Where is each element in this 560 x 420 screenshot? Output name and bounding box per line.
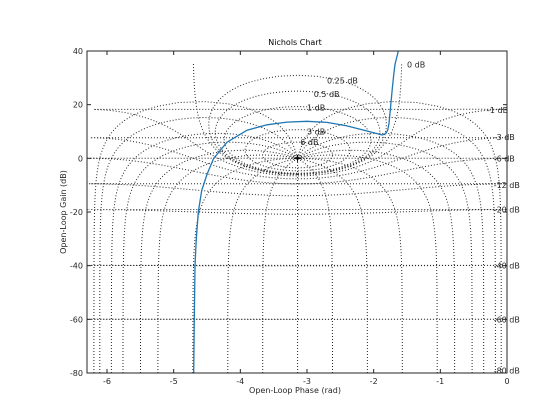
contour-label: 0.5 dB — [314, 90, 340, 99]
magnitude-contour — [223, 106, 372, 174]
contour-label: 1 dB — [307, 103, 325, 112]
phase-contour — [227, 158, 297, 373]
x-tick-label: -2 — [370, 377, 378, 386]
y-tick-label: 0 — [78, 154, 83, 163]
series-line — [193, 50, 399, 374]
phase-contour — [297, 132, 485, 373]
series-layer — [193, 50, 399, 374]
phase-contour — [298, 157, 403, 373]
magnitude-contour — [244, 129, 351, 172]
phase-contour — [297, 116, 496, 373]
phase-contour — [298, 158, 368, 373]
y-tick-label: -60 — [70, 315, 83, 324]
x-tick-label: -6 — [103, 377, 111, 386]
contour-label: 6 dB — [300, 138, 318, 147]
contour-label: -3 dB — [494, 133, 515, 142]
magnitude-contour — [262, 141, 334, 169]
y-tick-label: -40 — [70, 262, 83, 271]
phase-contour — [99, 116, 298, 373]
plot-frame — [86, 50, 508, 374]
x-tick-label: -5 — [170, 377, 178, 386]
chart-title: Nichols Chart — [268, 38, 322, 47]
phase-contour — [297, 149, 456, 373]
phase-contour — [157, 154, 298, 373]
x-tick-label: -3 — [303, 377, 311, 386]
y-tick-label: -80 — [70, 369, 83, 378]
y-tick-label: -20 — [70, 208, 83, 217]
phase-contour — [297, 101, 502, 373]
tick-labels: -6 -5 -4 -3 -2 -1 0 -80 -60 -40 -20 0 20 40 — [70, 47, 510, 386]
phase-contour — [298, 154, 438, 373]
magnitude-contour — [88, 209, 507, 215]
critical-point-marker — [294, 154, 302, 162]
x-axis-label: Open-Loop Phase (rad) — [249, 386, 341, 395]
phase-contour — [122, 141, 298, 373]
phase-contour — [110, 132, 298, 373]
contour-label: 3 dB — [307, 128, 325, 137]
magnitude-contour — [214, 90, 381, 175]
contour-label: 0 dB — [407, 60, 425, 69]
x-tick-label: 0 — [504, 377, 509, 386]
phase-contour — [297, 158, 333, 373]
phase-contour — [262, 158, 298, 373]
y-tick-label: 20 — [73, 101, 83, 110]
x-tick-label: -1 — [436, 377, 444, 386]
magnitude-contour — [88, 264, 507, 267]
contour-label: 0.25 dB — [327, 77, 358, 86]
x-tick-label: -4 — [236, 377, 244, 386]
phase-contour — [93, 101, 298, 373]
y-tick-label: 40 — [73, 47, 83, 56]
contour-label: -1 dB — [487, 106, 508, 115]
y-axis-label: Open-Loop Gain (dB) — [59, 170, 68, 254]
